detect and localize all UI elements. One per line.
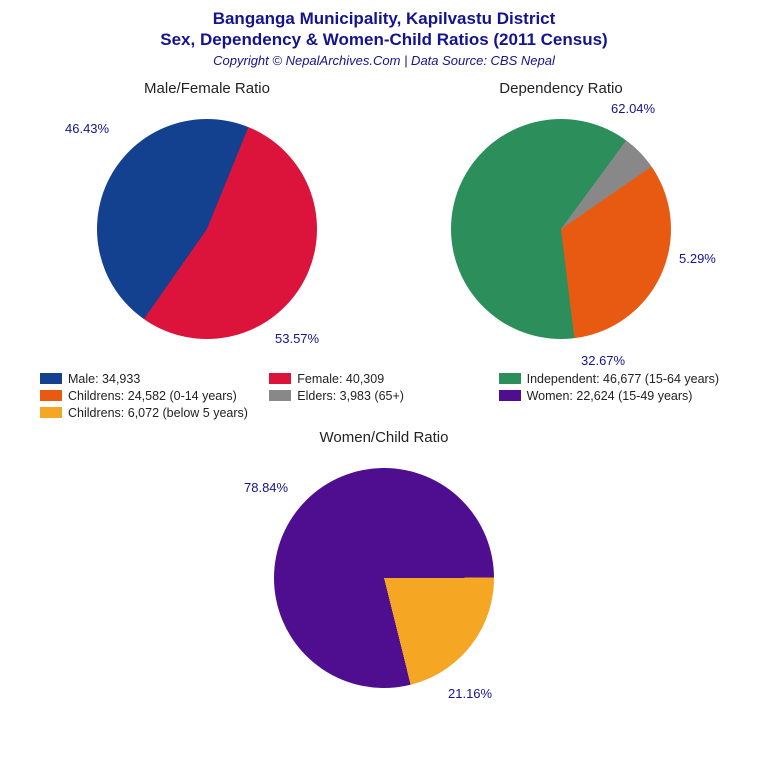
legend-text: Male: 34,933 — [68, 372, 140, 386]
legend-swatch — [40, 373, 62, 384]
legend-text: Elders: 3,983 (65+) — [297, 389, 404, 403]
title-line-2: Sex, Dependency & Women-Child Ratios (20… — [0, 29, 768, 50]
subtitle: Copyright © NepalArchives.Com | Data Sou… — [0, 53, 768, 68]
chart-male-female: Male/Female Ratio 46.43% 53.57% — [37, 80, 377, 370]
pie-chart — [97, 119, 317, 339]
pie-chart — [274, 468, 494, 688]
pct-label: 53.57% — [275, 331, 319, 346]
chart-title: Dependency Ratio — [391, 80, 731, 97]
pct-label: 46.43% — [65, 121, 109, 136]
pct-label: 62.04% — [611, 101, 655, 116]
chart-title: Women/Child Ratio — [214, 429, 554, 446]
chart-dependency: Dependency Ratio 62.04% 5.29% 32.67% — [391, 80, 731, 370]
top-charts-row: Male/Female Ratio 46.43% 53.57% Dependen… — [0, 80, 768, 370]
legend-swatch — [499, 390, 521, 401]
pct-label: 78.84% — [244, 480, 288, 495]
legend: Male: 34,933 Female: 40,309 Independent: 4… — [0, 370, 768, 423]
legend-item: Childrens: 24,582 (0-14 years) — [40, 389, 269, 403]
legend-text: Independent: 46,677 (15-64 years) — [527, 372, 720, 386]
legend-item: Elders: 3,983 (65+) — [269, 389, 498, 403]
legend-swatch — [40, 390, 62, 401]
pct-label: 21.16% — [448, 686, 492, 701]
pie-container: 46.43% 53.57% — [37, 101, 377, 361]
legend-swatch — [499, 373, 521, 384]
pie-container: 62.04% 5.29% 32.67% — [391, 101, 731, 361]
legend-row: Male: 34,933 Female: 40,309 Independent: 4… — [40, 372, 728, 423]
pie-chart — [451, 119, 671, 339]
legend-swatch — [269, 390, 291, 401]
chart-title: Male/Female Ratio — [37, 80, 377, 97]
pie-container: 78.84% 21.16% — [214, 450, 554, 710]
legend-text: Childrens: 24,582 (0-14 years) — [68, 389, 237, 403]
legend-item: Independent: 46,677 (15-64 years) — [499, 372, 728, 386]
chart-women-child: Women/Child Ratio 78.84% 21.16% — [214, 429, 554, 719]
legend-swatch — [269, 373, 291, 384]
legend-text: Women: 22,624 (15-49 years) — [527, 389, 693, 403]
pct-label: 32.67% — [581, 353, 625, 368]
legend-text: Female: 40,309 — [297, 372, 384, 386]
legend-item: Women: 22,624 (15-49 years) — [499, 389, 728, 403]
legend-item: Male: 34,933 — [40, 372, 269, 386]
legend-swatch — [40, 407, 62, 418]
title-block: Banganga Municipality, Kapilvastu Distri… — [0, 0, 768, 68]
legend-text: Childrens: 6,072 (below 5 years) — [68, 406, 248, 420]
legend-item: Female: 40,309 — [269, 372, 498, 386]
bottom-chart-row: Women/Child Ratio 78.84% 21.16% — [0, 429, 768, 719]
legend-item: Childrens: 6,072 (below 5 years) — [40, 406, 269, 420]
pct-label: 5.29% — [679, 251, 716, 266]
title-line-1: Banganga Municipality, Kapilvastu Distri… — [0, 8, 768, 29]
